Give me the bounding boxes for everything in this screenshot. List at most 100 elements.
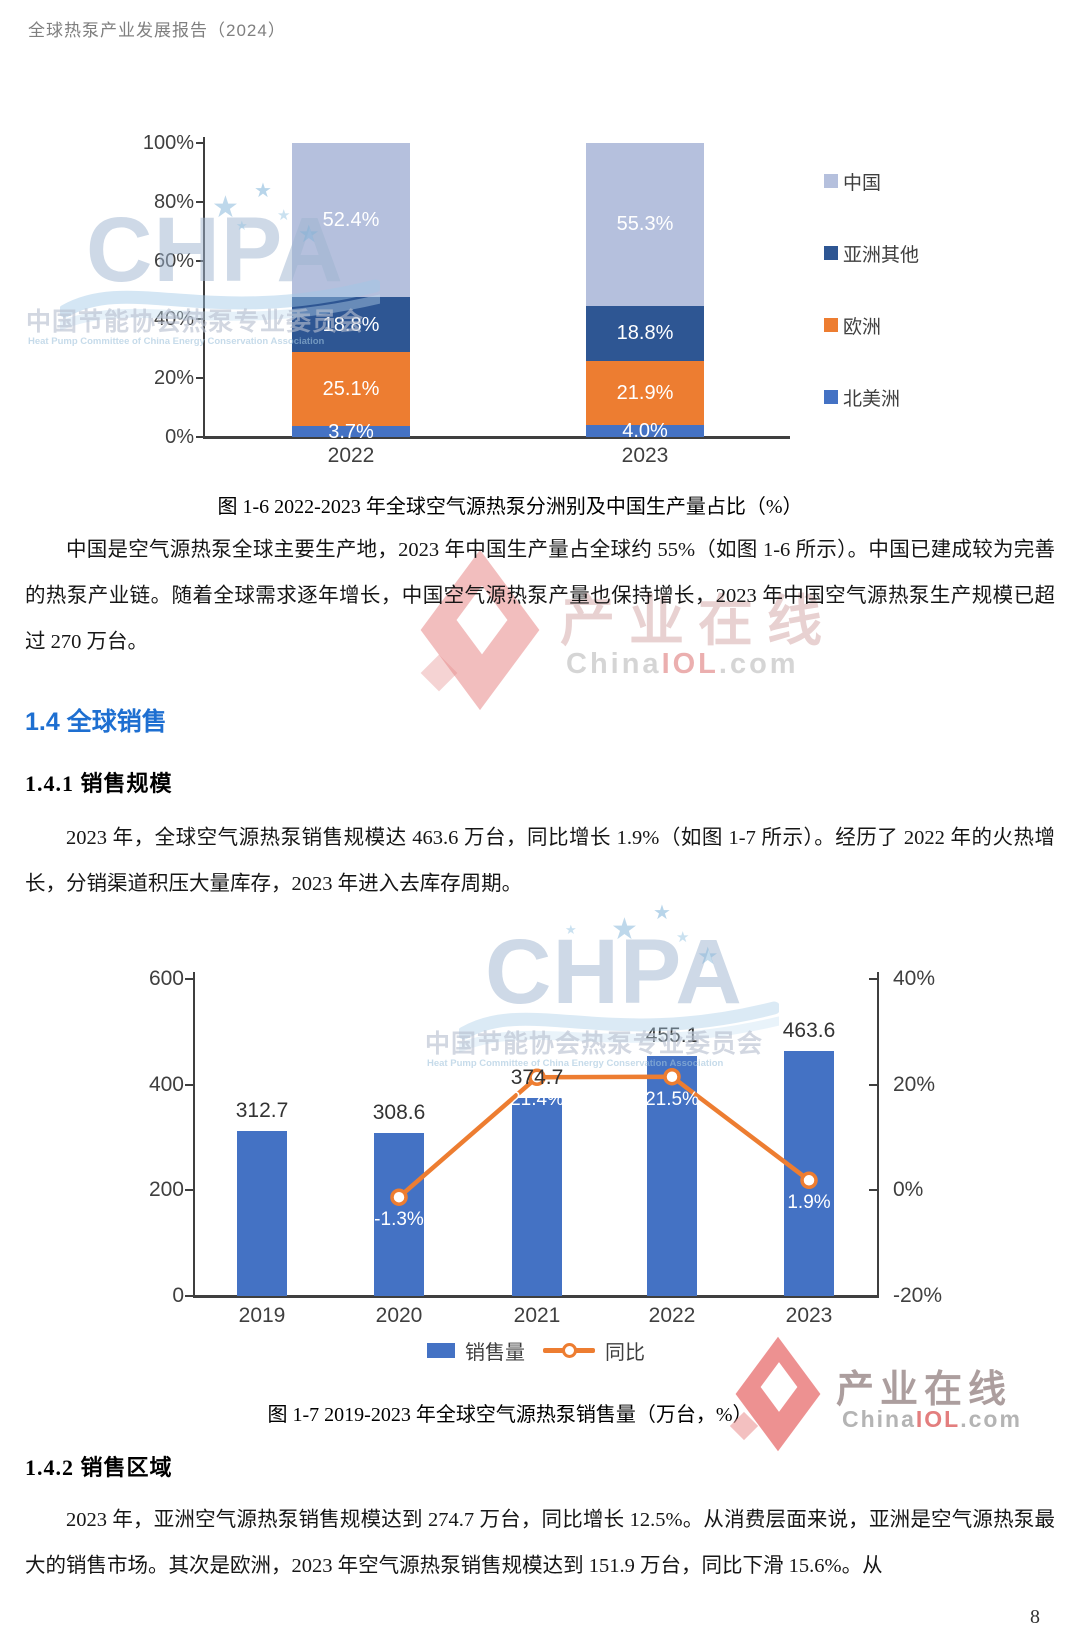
right-axis-tick bbox=[869, 1295, 879, 1297]
sales-bar-value-label: 374.7 bbox=[510, 1066, 564, 1090]
y-axis-tick-label: 0% bbox=[165, 426, 194, 448]
legend-swatch-中国 bbox=[824, 174, 838, 188]
sales-bar-value-label: 463.6 bbox=[782, 1019, 836, 1043]
legend-label-yoy: 同比 bbox=[605, 1341, 645, 1364]
y-axis-tick-label: 60% bbox=[153, 249, 194, 272]
paragraph-sales-scale: 2023 年，全球空气源热泵销售规模达 463.6 万台，同比增长 1.9%（如… bbox=[25, 827, 1055, 895]
sales-bar-2021 bbox=[512, 1098, 562, 1296]
bottom-axis-line bbox=[194, 1295, 879, 1298]
sales-bar-2022 bbox=[647, 1055, 697, 1296]
growth-point-label: 1.9% bbox=[787, 1192, 831, 1214]
left-axis-tick-label: 600 bbox=[148, 967, 184, 990]
bar-segment-2023-欧洲 bbox=[586, 360, 704, 426]
legend-label-北美洲: 北美洲 bbox=[843, 389, 901, 410]
legend-line-marker bbox=[543, 1342, 595, 1358]
x-axis-year-label: 2021 bbox=[513, 1304, 561, 1327]
right-axis-tick-label: 20% bbox=[893, 1072, 936, 1096]
y-axis-tick bbox=[196, 377, 205, 380]
right-axis-tick-label: -20% bbox=[893, 1284, 943, 1307]
y-axis-tick-label: 20% bbox=[153, 367, 194, 390]
legend-swatch-欧洲 bbox=[824, 318, 838, 332]
y-axis-tick-label: 80% bbox=[153, 190, 194, 213]
bar-segment-label: 4.0% bbox=[622, 420, 668, 443]
y-axis-tick-label: 40% bbox=[153, 308, 194, 331]
legend-label-sales: 销售量 bbox=[465, 1341, 525, 1364]
left-axis-tick bbox=[185, 978, 195, 980]
x-axis-category-label: 2022 bbox=[327, 444, 375, 467]
figure-1-6-caption: 图 1-6 2022-2023 年全球空气源热泵分洲别及中国生产量占比（%） bbox=[217, 496, 803, 518]
legend-label-欧洲: 欧洲 bbox=[843, 317, 882, 338]
bar-segment-label: 18.8% bbox=[322, 313, 380, 336]
y-axis-line bbox=[203, 137, 205, 439]
sales-bar-value-label: 312.7 bbox=[235, 1098, 289, 1122]
x-axis-year-label: 2020 bbox=[375, 1304, 423, 1327]
page-header-title: 全球热泵产业发展报告（2024） bbox=[28, 21, 286, 40]
bar-segment-label: 52.4% bbox=[322, 209, 380, 232]
legend-label-亚洲其他: 亚洲其他 bbox=[843, 245, 920, 266]
x-axis-line bbox=[205, 436, 790, 439]
left-axis-tick-label: 200 bbox=[148, 1178, 184, 1202]
sales-bar-2020 bbox=[374, 1132, 424, 1296]
x-axis-year-label: 2022 bbox=[648, 1304, 696, 1327]
subsection-heading-1-4-2: 1.4.2 销售区域 bbox=[25, 1455, 173, 1480]
subsection-heading-1-4-1: 1.4.1 销售规模 bbox=[25, 771, 173, 796]
y-axis-tick bbox=[196, 142, 205, 144]
left-axis-line bbox=[193, 972, 195, 1298]
left-axis-tick bbox=[185, 1083, 195, 1086]
legend-label-中国: 中国 bbox=[843, 173, 882, 194]
y-axis-tick bbox=[196, 200, 205, 203]
left-axis-tick-label: 0 bbox=[172, 1284, 184, 1307]
sales-bar-value-label: 308.6 bbox=[372, 1100, 426, 1124]
bar-segment-2023-中国 bbox=[586, 143, 704, 306]
paragraph-production: 中国是空气源热泵全球主要生产地，2023 年中国生产量占全球约 55%（如图 1… bbox=[25, 539, 1055, 653]
bar-segment-2022-中国 bbox=[292, 143, 410, 298]
sales-bar-value-label: 455.1 bbox=[645, 1023, 699, 1047]
growth-point-label: -1.3% bbox=[374, 1209, 424, 1231]
growth-point-marker bbox=[663, 1067, 681, 1086]
growth-point-marker bbox=[390, 1188, 408, 1206]
x-axis-year-label: 2019 bbox=[238, 1304, 286, 1327]
right-axis-tick bbox=[869, 1189, 879, 1192]
right-axis-line bbox=[877, 972, 879, 1298]
legend-line-circle bbox=[562, 1343, 577, 1358]
bar-segment-label: 21.9% bbox=[616, 382, 674, 405]
bar-segment-label: 55.3% bbox=[616, 213, 674, 236]
page-number: 8 bbox=[1030, 1606, 1040, 1628]
right-axis-tick bbox=[869, 1083, 879, 1086]
paragraph-sales-region: 2023 年，亚洲空气源热泵销售规模达到 274.7 万台，同比增长 12.5%… bbox=[25, 1509, 1055, 1577]
y-axis-tick bbox=[196, 318, 205, 321]
growth-point-marker bbox=[528, 1068, 546, 1087]
left-axis-tick-label: 400 bbox=[148, 1072, 184, 1096]
right-axis-tick-label: 40% bbox=[893, 967, 936, 990]
bar-segment-label: 25.1% bbox=[322, 378, 380, 401]
bar-segment-2022-北美洲 bbox=[292, 426, 410, 437]
legend-swatch-亚洲其他 bbox=[824, 246, 838, 260]
figure-1-7-caption: 图 1-7 2019-2023 年全球空气源热泵销售量（万台，%） bbox=[267, 1404, 753, 1426]
legend-bar-swatch bbox=[427, 1342, 455, 1358]
growth-line-graphic bbox=[390, 1067, 818, 1206]
bar-segment-2022-欧洲 bbox=[292, 352, 410, 427]
growth-point-marker bbox=[800, 1171, 818, 1190]
bar-segment-2023-北美洲 bbox=[586, 425, 704, 437]
growth-point-label: 21.4% bbox=[510, 1089, 564, 1111]
bar-segment-2023-亚洲其他 bbox=[586, 305, 704, 361]
left-axis-tick bbox=[185, 1189, 195, 1192]
y-axis-tick-label: 100% bbox=[142, 132, 194, 154]
x-axis-year-label: 2023 bbox=[785, 1304, 833, 1327]
growth-point-label: 21.5% bbox=[645, 1088, 699, 1110]
right-axis-tick bbox=[869, 978, 879, 980]
y-axis-tick bbox=[196, 436, 205, 438]
legend-swatch-北美洲 bbox=[824, 390, 838, 404]
left-axis-tick bbox=[185, 1295, 195, 1297]
bar-segment-label: 3.7% bbox=[328, 420, 374, 443]
sales-bar-2019 bbox=[237, 1130, 287, 1296]
y-axis-tick bbox=[196, 259, 205, 262]
section-heading-1-4: 1.4 全球销售 bbox=[25, 708, 167, 736]
x-axis-category-label: 2023 bbox=[621, 444, 669, 467]
right-axis-tick-label: 0% bbox=[893, 1178, 924, 1202]
bar-segment-label: 18.8% bbox=[616, 322, 674, 345]
bar-segment-2022-亚洲其他 bbox=[292, 297, 410, 353]
chart-legend: 销售量 同比 bbox=[195, 1337, 877, 1364]
